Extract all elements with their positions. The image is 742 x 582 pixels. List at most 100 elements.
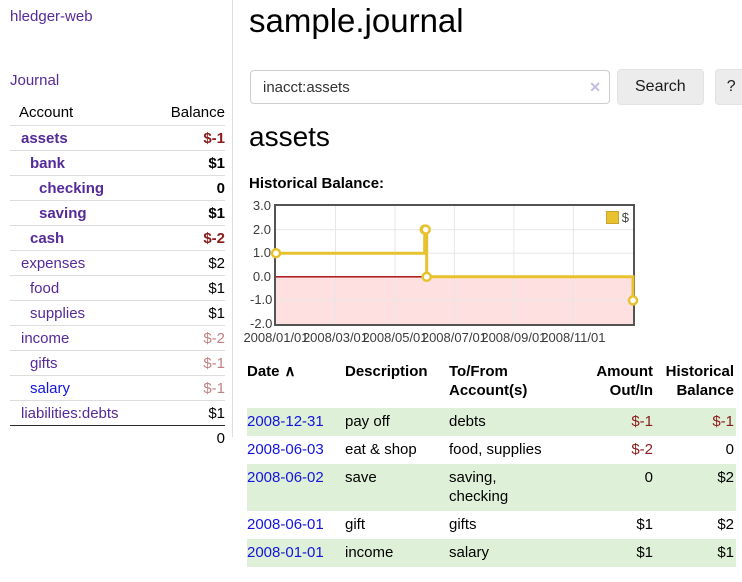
accounts-total-row: 0 — [10, 425, 225, 450]
account-link-assets[interactable]: assets — [21, 129, 68, 147]
account-link-food[interactable]: food — [30, 279, 60, 297]
account-link-cash[interactable]: cash — [30, 229, 65, 247]
column-header-date[interactable]: Date ∧ — [247, 362, 345, 408]
account-balance: $-1 — [203, 129, 225, 147]
transaction-amount: $-2 — [631, 441, 653, 458]
chart-plot-area: $ — [270, 204, 639, 326]
y-axis-tick: 1.0 — [252, 245, 271, 261]
column-header-balance: Historical Balance — [665, 363, 734, 399]
accounts-table: Account Balance assets $-1 bank $1 check… — [10, 100, 225, 450]
transaction-accounts: salary — [449, 539, 584, 567]
balance-column-header: Balance — [170, 104, 225, 121]
transaction-balance: $2 — [661, 464, 736, 511]
transaction-balance: 0 — [725, 441, 734, 458]
account-row-expenses: expenses $2 — [10, 250, 225, 275]
transaction-amount: 0 — [584, 464, 661, 511]
transaction-date-link[interactable]: 2008-06-02 — [247, 469, 324, 486]
account-link-salary[interactable]: salary — [30, 379, 71, 397]
transaction-description: eat & shop — [345, 441, 417, 458]
transaction-amount: $1 — [636, 516, 653, 533]
legend-label: $ — [621, 210, 629, 225]
register-header-row: Date ∧ Description To/From Account(s) Amo… — [247, 362, 736, 408]
account-link-gifts[interactable]: gifts — [30, 354, 58, 372]
register-row: 2008-06-02 save saving, checking 0 $2 — [247, 464, 736, 511]
account-row-supplies: supplies $1 — [10, 300, 225, 325]
column-header-description: Description — [345, 363, 428, 380]
account-balance: $-1 — [203, 354, 225, 372]
date-header-label: Date — [247, 363, 280, 380]
account-row-cash: cash $-2 — [10, 225, 225, 250]
account-link-saving[interactable]: saving — [39, 204, 87, 222]
y-axis-tick: 3.0 — [252, 198, 271, 213]
transaction-description: save — [345, 464, 449, 511]
register-row: 2008-06-01 gift gifts $1 $2 — [247, 511, 736, 539]
y-axis-tick: 2.0 — [252, 221, 271, 237]
search-button[interactable]: Search — [617, 69, 704, 105]
account-row-food: food $1 — [10, 275, 225, 300]
x-axis-tick: 2008/05/01 — [362, 330, 428, 345]
y-axis-tick: 0.0 — [252, 268, 271, 284]
register-table: Date ∧ Description To/From Account(s) Amo… — [247, 362, 736, 567]
search-input-wrap: ✕ — [250, 70, 610, 104]
account-balance: $-2 — [203, 229, 225, 247]
column-header-amount: Amount Out/In — [596, 363, 653, 399]
transaction-amount: $-1 — [584, 408, 661, 436]
account-row-liabilities-debts: liabilities:debts $1 — [10, 400, 225, 425]
transaction-accounts: gifts — [449, 516, 477, 533]
transaction-balance: $-1 — [661, 408, 736, 436]
account-balance: $1 — [208, 154, 225, 172]
search-input[interactable] — [250, 70, 610, 104]
account-link-checking[interactable]: checking — [39, 179, 105, 197]
transaction-accounts: debts — [449, 408, 584, 436]
register-row: 2008-06-03 eat & shop food, supplies $-2… — [247, 436, 736, 464]
accounts-total-balance: 0 — [216, 429, 225, 447]
register-row: 2008-01-01 income salary $1 $1 — [247, 539, 736, 567]
transaction-date-link[interactable]: 2008-06-03 — [247, 441, 324, 458]
account-heading: assets — [249, 121, 330, 152]
page-title: sample.journal — [249, 2, 464, 39]
account-row-checking: checking 0 — [10, 175, 225, 200]
transaction-balance: $2 — [717, 516, 734, 533]
account-row-income: income $-2 — [10, 325, 225, 350]
account-balance: $1 — [208, 204, 225, 222]
transaction-accounts: saving, checking — [449, 464, 584, 511]
account-link-liabilities-debts[interactable]: liabilities:debts — [21, 404, 119, 422]
column-header-accounts: To/From Account(s) — [449, 363, 528, 399]
account-row-saving: saving $1 — [10, 200, 225, 225]
sidebar-item-journal[interactable]: Journal — [10, 72, 60, 89]
account-link-bank[interactable]: bank — [30, 154, 66, 172]
account-link-income[interactable]: income — [21, 329, 70, 347]
x-axis-tick: 2008/03/01 — [302, 330, 369, 345]
chart-canvas — [270, 206, 639, 324]
accounts-table-header: Account Balance — [10, 100, 225, 125]
account-balance: $1 — [208, 304, 225, 322]
help-button[interactable]: ? — [714, 69, 742, 105]
account-balance: $-1 — [203, 379, 225, 397]
transaction-description: gift — [345, 516, 366, 533]
transaction-amount: $1 — [584, 539, 661, 567]
sort-ascending-icon: ∧ — [284, 363, 296, 380]
account-balance: $-2 — [203, 329, 225, 347]
x-axis-tick: 2008/11/01 — [541, 330, 606, 345]
transaction-date-link[interactable]: 2008-06-01 — [247, 516, 324, 533]
clear-search-icon[interactable]: ✕ — [589, 79, 601, 95]
transaction-date-link[interactable]: 2008-01-01 — [247, 544, 324, 561]
transaction-accounts: food, supplies — [449, 441, 542, 458]
data-point-markers — [270, 224, 639, 306]
account-link-expenses[interactable]: expenses — [21, 254, 86, 272]
account-balance: $1 — [208, 404, 225, 422]
transaction-balance: $1 — [661, 539, 736, 567]
transaction-date-link[interactable]: 2008-12-31 — [247, 413, 324, 430]
search-bar: ✕ Search ? — [250, 69, 742, 105]
y-axis-tick: -2.0 — [250, 316, 273, 331]
account-balance: $2 — [208, 254, 225, 272]
account-row-gifts: gifts $-1 — [10, 350, 225, 375]
x-axis-tick: 2008/09/01 — [481, 330, 547, 345]
app-title-link[interactable]: hledger-web — [10, 8, 93, 25]
x-axis-tick: 2008/07/01 — [421, 330, 487, 345]
account-link-supplies[interactable]: supplies — [30, 304, 86, 322]
historical-balance-chart: 3.0 2.0 1.0 0.0 -1.0 -2.0 — [243, 198, 725, 345]
transaction-description: pay off — [345, 408, 449, 436]
sidebar: hledger-web Journal Account Balance asse… — [0, 0, 233, 582]
